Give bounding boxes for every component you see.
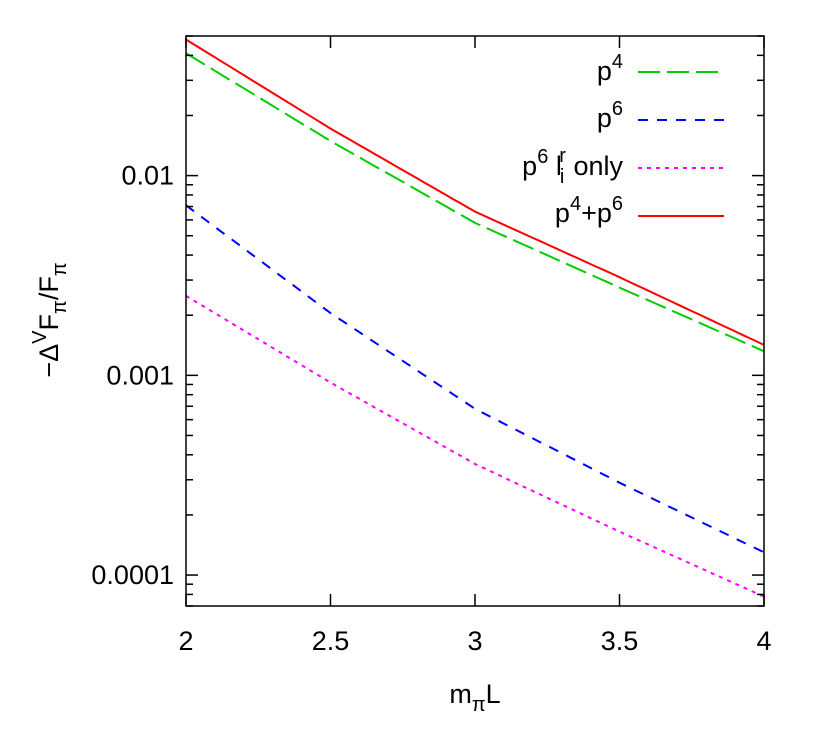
x-tick-label: 2.5 [312, 626, 350, 656]
y-axis-label: −ΔVFπ/Fπ [29, 262, 71, 377]
legend-label-p6: p6 [597, 98, 623, 133]
y-tick-label: 0.001 [106, 360, 174, 390]
plot-lines [185, 38, 765, 598]
x-tick-label: 3 [467, 626, 482, 656]
y-axis: 0.0001 0.001 0.01 [91, 35, 764, 607]
x-tick-label: 3.5 [601, 626, 639, 656]
legend-entry-p4-p6: p4+p6 [555, 193, 724, 228]
legend: p4 p6 p6 lir only p4+p6 [522, 51, 724, 228]
series-line-1 [185, 204, 765, 554]
legend-entry-p6: p6 [597, 98, 724, 133]
y-tick-label: 0.01 [121, 161, 174, 191]
x-tick-label: 2 [178, 626, 193, 656]
series-line-0 [185, 52, 765, 353]
plot-frame [185, 35, 765, 607]
legend-entry-p6-lir-only: p6 lir only [522, 145, 724, 188]
legend-entry-p4: p4 [597, 51, 724, 86]
series-line-2 [185, 295, 765, 598]
x-axis-label: mπL [449, 679, 500, 716]
x-axis: 2 2.5 3 3.5 4 [178, 36, 772, 656]
legend-label-p6-lir-only: p6 lir only [522, 145, 623, 188]
legend-label-p4: p4 [597, 51, 623, 86]
y-tick-label: 0.0001 [91, 560, 174, 590]
legend-label-p4-p6: p4+p6 [555, 193, 623, 228]
series-line-3 [185, 38, 765, 346]
x-tick-label: 4 [756, 626, 771, 656]
